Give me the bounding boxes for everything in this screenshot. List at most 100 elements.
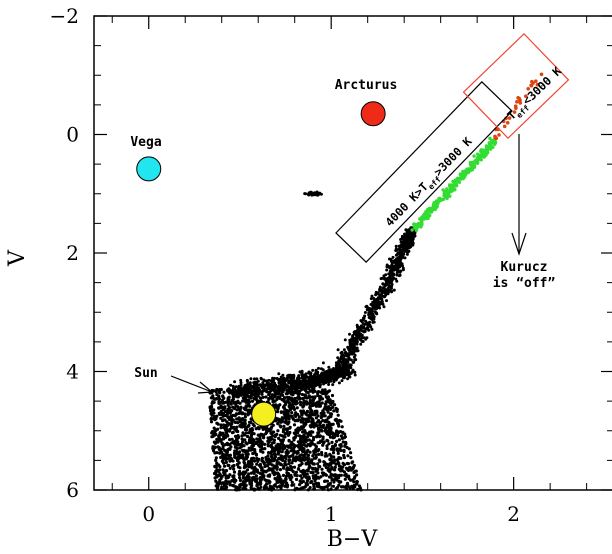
ms-point xyxy=(306,448,310,452)
rgb-point xyxy=(341,363,345,367)
sgb-point xyxy=(292,376,296,380)
ms-point xyxy=(286,398,290,402)
ms-point xyxy=(302,443,306,447)
ms-point xyxy=(300,416,304,421)
ms-point xyxy=(294,477,299,481)
ms-point xyxy=(333,468,337,472)
ms-point xyxy=(278,449,282,453)
ms-point xyxy=(238,450,242,454)
ms-point xyxy=(317,404,321,408)
green-point xyxy=(483,153,487,158)
ms-point xyxy=(312,482,316,486)
ms-point xyxy=(215,387,219,392)
rgb-point xyxy=(351,334,355,338)
ms-point xyxy=(331,451,336,455)
green-point xyxy=(468,160,473,165)
ms-point xyxy=(329,447,333,451)
ms-point xyxy=(216,422,220,426)
rgb-point xyxy=(294,383,298,387)
ms-point xyxy=(315,434,319,439)
ms-point xyxy=(332,473,336,477)
ms-point xyxy=(213,431,217,435)
ms-point xyxy=(226,403,230,407)
sgb-point xyxy=(297,374,301,378)
ms-point xyxy=(284,402,288,406)
ms-point xyxy=(254,396,258,400)
ms-point xyxy=(254,474,258,478)
rgb-point xyxy=(378,285,382,289)
ms-point xyxy=(227,447,231,451)
ms-point xyxy=(233,439,237,443)
ms-point xyxy=(291,402,295,406)
rgb-point xyxy=(383,284,387,288)
ms-point xyxy=(292,465,297,469)
ms-point xyxy=(355,480,359,484)
rgb-point xyxy=(327,371,331,375)
ms-point xyxy=(241,418,245,422)
rgb-point xyxy=(356,328,360,331)
rgb-point xyxy=(354,358,358,362)
green-point xyxy=(489,138,494,143)
ms-point xyxy=(253,441,257,445)
rgb-point xyxy=(313,377,317,380)
sgb-point xyxy=(269,387,273,391)
ms-point xyxy=(242,461,247,465)
x-tick-label: 2 xyxy=(507,502,520,526)
ms-point xyxy=(295,486,299,490)
sgb-point xyxy=(321,361,325,365)
ms-point xyxy=(321,413,325,417)
ms-point xyxy=(223,418,227,422)
green-point xyxy=(431,207,435,211)
sgb-point xyxy=(233,380,237,384)
ms-point xyxy=(326,395,330,399)
ms-point xyxy=(357,484,361,488)
ms-point xyxy=(239,482,243,486)
sgb-point xyxy=(245,391,249,395)
ms-point xyxy=(256,394,260,398)
sgb-point xyxy=(252,377,256,381)
rgb-point xyxy=(355,346,359,350)
ms-point xyxy=(230,399,234,403)
ms-point xyxy=(296,412,300,417)
ms-point xyxy=(311,467,315,471)
ms-point xyxy=(348,486,352,490)
rgb-point xyxy=(319,376,323,380)
rgb-point xyxy=(365,308,369,312)
ms-point xyxy=(248,427,252,431)
rgb-point xyxy=(315,381,319,385)
sgb-point xyxy=(273,376,277,380)
green-point xyxy=(456,178,460,183)
ms-point xyxy=(236,485,240,490)
sgb-point xyxy=(283,379,287,383)
green-point xyxy=(477,153,481,157)
sgb-point xyxy=(348,375,351,379)
ms-point xyxy=(232,463,236,468)
sgb-point xyxy=(246,379,249,383)
rgb-point xyxy=(380,290,384,294)
rgb-point xyxy=(361,340,365,343)
rgb-point xyxy=(405,250,409,254)
ms-point xyxy=(299,403,303,407)
rgb-point xyxy=(370,294,374,298)
rgb-point xyxy=(409,245,413,249)
sgb-point xyxy=(255,377,259,381)
ms-point xyxy=(313,409,317,413)
ms-point xyxy=(297,455,301,459)
rgb-point xyxy=(400,234,404,238)
ms-point xyxy=(282,479,286,483)
ms-point xyxy=(328,462,332,466)
green-point xyxy=(448,185,452,189)
ms-point xyxy=(309,408,313,412)
ms-point xyxy=(275,471,279,475)
rgb-point xyxy=(371,306,375,310)
rgb-point xyxy=(353,330,357,333)
rgb-point xyxy=(396,269,400,273)
ms-point xyxy=(296,451,300,455)
ms-point xyxy=(330,440,334,444)
ms-point xyxy=(344,466,349,470)
ms-point xyxy=(273,483,277,487)
sgb-point xyxy=(261,386,265,390)
ms-point xyxy=(250,430,254,434)
ms-point xyxy=(286,409,291,413)
rgb-point xyxy=(355,342,359,346)
